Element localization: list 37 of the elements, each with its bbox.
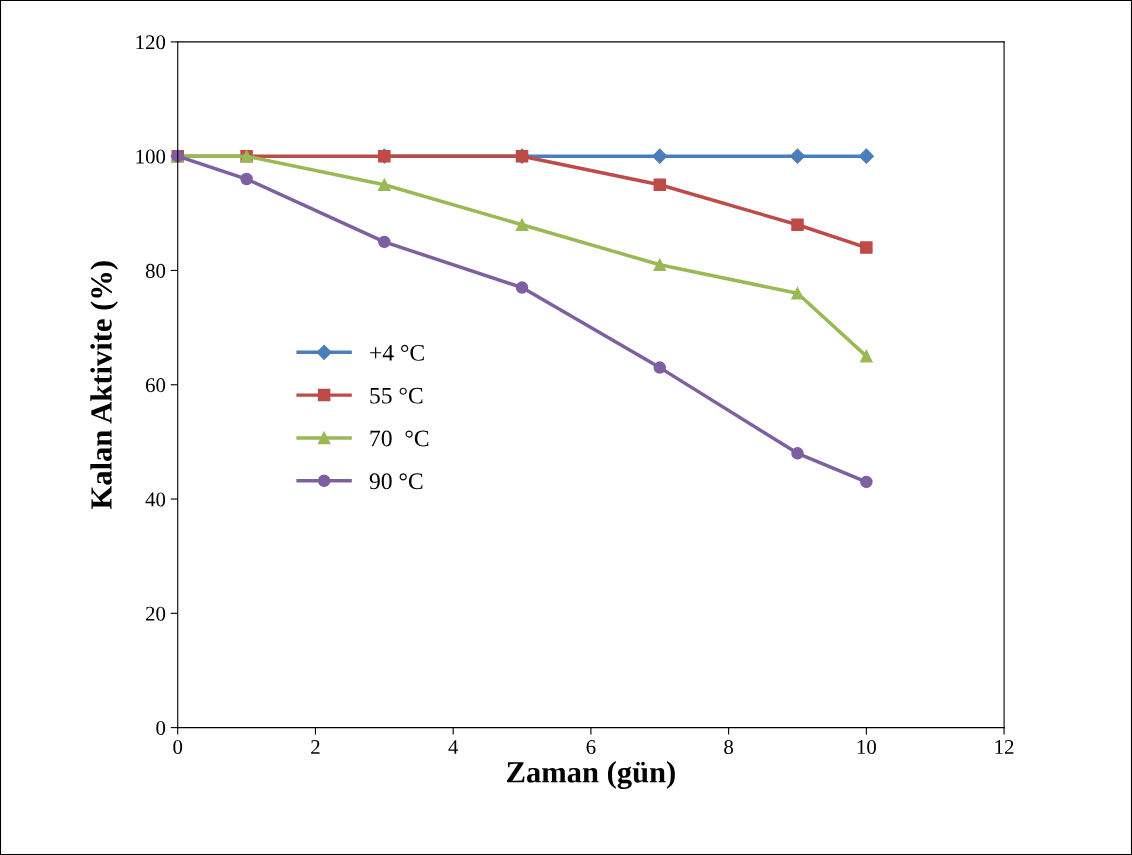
point [858, 148, 874, 164]
point [791, 447, 804, 460]
legend-label: 55 °C [370, 387, 423, 404]
point [515, 218, 529, 232]
point [240, 172, 253, 186]
point [515, 281, 529, 294]
y-tick-label: 60 [145, 378, 166, 393]
x-tick-label: 8 [724, 740, 734, 755]
point [860, 475, 873, 489]
point [791, 218, 804, 232]
point [652, 148, 668, 164]
point [653, 258, 667, 272]
y-axis-title: Kalan Aktivite (%) [90, 261, 118, 509]
point [860, 349, 873, 363]
point [378, 235, 391, 249]
x-tick-label: 4 [448, 740, 459, 754]
x-tick-label: 0 [173, 740, 183, 755]
y-tick-label: 20 [146, 606, 166, 621]
y-tick-label: 0 [156, 720, 166, 736]
legend-label: 90 °C [369, 473, 423, 490]
x-tick-label: 6 [586, 740, 596, 755]
point [378, 178, 391, 192]
point [789, 148, 806, 164]
x-tick-label: 2 [311, 740, 320, 754]
point [653, 361, 667, 374]
y-tick-label: 120 [136, 35, 166, 50]
y-tick-label: 100 [136, 149, 166, 164]
x-axis-title: Zaman (gün) [507, 761, 675, 790]
y-tick-label: 40 [145, 492, 166, 507]
x-tick-label: 12 [995, 740, 1014, 754]
x-tick-label: 10 [857, 740, 876, 755]
point [791, 287, 804, 300]
legend-label: 70 °C [370, 430, 429, 447]
y-tick-label: 80 [145, 263, 166, 278]
legend-label: +4 °C [370, 344, 424, 361]
point [653, 178, 667, 192]
point [860, 241, 873, 254]
